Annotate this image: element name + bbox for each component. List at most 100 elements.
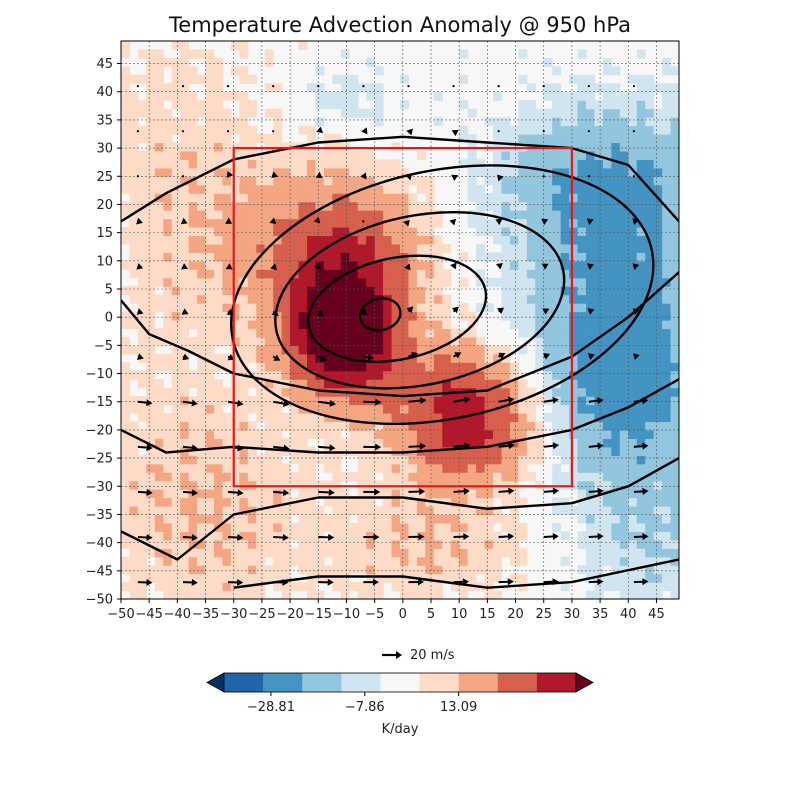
field-cell xyxy=(451,548,460,557)
field-cell xyxy=(163,109,172,118)
field-cell xyxy=(671,92,680,101)
field-cell xyxy=(231,142,240,151)
field-cell xyxy=(239,481,248,490)
field-cell xyxy=(645,117,654,126)
field-cell xyxy=(408,320,417,329)
field-cell xyxy=(671,312,680,321)
field-cell xyxy=(231,126,240,135)
field-cell xyxy=(248,540,257,549)
field-cell xyxy=(155,430,164,439)
field-cell xyxy=(578,447,587,456)
field-cell xyxy=(121,379,130,388)
field-cell xyxy=(662,328,671,337)
field-cell xyxy=(315,455,324,464)
field-cell xyxy=(603,58,612,67)
field-cell xyxy=(594,295,603,304)
field-cell xyxy=(273,565,282,574)
field-cell xyxy=(146,235,155,244)
field-cell xyxy=(501,278,510,287)
field-cell xyxy=(256,591,265,600)
field-cell xyxy=(468,464,477,473)
field-cell xyxy=(129,92,138,101)
field-cell xyxy=(561,557,570,566)
field-cell xyxy=(172,574,181,583)
field-cell xyxy=(493,565,502,574)
field-cell xyxy=(552,83,561,92)
field-cell xyxy=(383,514,392,523)
field-cell xyxy=(121,405,130,414)
field-cell xyxy=(248,337,257,346)
field-cell xyxy=(417,176,426,185)
field-cell xyxy=(248,142,257,151)
field-cell xyxy=(425,269,434,278)
field-cell xyxy=(256,328,265,337)
field-cell xyxy=(146,514,155,523)
field-cell xyxy=(172,126,181,135)
field-cell xyxy=(434,244,443,253)
field-cell xyxy=(476,540,485,549)
field-cell xyxy=(273,514,282,523)
field-cell xyxy=(637,506,646,515)
field-cell xyxy=(561,421,570,430)
field-cell xyxy=(239,193,248,202)
field-cell xyxy=(645,354,654,363)
field-cell xyxy=(392,557,401,566)
field-cell xyxy=(603,438,612,447)
field-cell xyxy=(552,176,561,185)
field-cell xyxy=(138,227,147,236)
field-cell xyxy=(256,540,265,549)
field-cell xyxy=(121,371,130,380)
field-cell xyxy=(222,92,231,101)
field-cell xyxy=(476,252,485,261)
field-cell xyxy=(417,481,426,490)
field-cell xyxy=(535,109,544,118)
field-cell xyxy=(383,455,392,464)
field-cell xyxy=(129,295,138,304)
field-cell xyxy=(425,286,434,295)
field-cell xyxy=(239,117,248,126)
field-cell xyxy=(214,421,223,430)
field-cell xyxy=(637,362,646,371)
field-cell xyxy=(129,100,138,109)
field-cell xyxy=(197,498,206,507)
field-cell xyxy=(586,159,595,168)
field-cell xyxy=(163,320,172,329)
field-cell xyxy=(518,151,527,160)
field-cell xyxy=(206,548,215,557)
field-cell xyxy=(375,557,384,566)
field-cell xyxy=(620,109,629,118)
field-cell xyxy=(265,185,274,194)
field-cell xyxy=(375,185,384,194)
field-cell xyxy=(189,117,198,126)
field-cell xyxy=(417,523,426,532)
field-cell xyxy=(671,498,680,507)
field-cell xyxy=(155,498,164,507)
field-cell xyxy=(603,278,612,287)
field-cell xyxy=(349,438,358,447)
field-cell xyxy=(256,438,265,447)
field-cell xyxy=(628,151,637,160)
field-cell xyxy=(637,405,646,414)
field-cell xyxy=(392,278,401,287)
field-cell xyxy=(654,252,663,261)
field-cell xyxy=(206,506,215,515)
field-cell xyxy=(392,498,401,507)
field-cell xyxy=(561,109,570,118)
field-cell xyxy=(290,235,299,244)
field-cell xyxy=(468,185,477,194)
field-cell xyxy=(349,506,358,515)
field-cell xyxy=(451,514,460,523)
field-cell xyxy=(222,481,231,490)
field-cell xyxy=(222,523,231,532)
field-cell xyxy=(620,354,629,363)
field-cell xyxy=(662,405,671,414)
field-cell xyxy=(163,117,172,126)
field-cell xyxy=(383,261,392,270)
field-cell xyxy=(121,514,130,523)
field-cell xyxy=(180,92,189,101)
field-cell xyxy=(628,235,637,244)
field-cell xyxy=(628,523,637,532)
field-cell xyxy=(138,159,147,168)
field-cell xyxy=(146,126,155,135)
field-cell xyxy=(654,83,663,92)
